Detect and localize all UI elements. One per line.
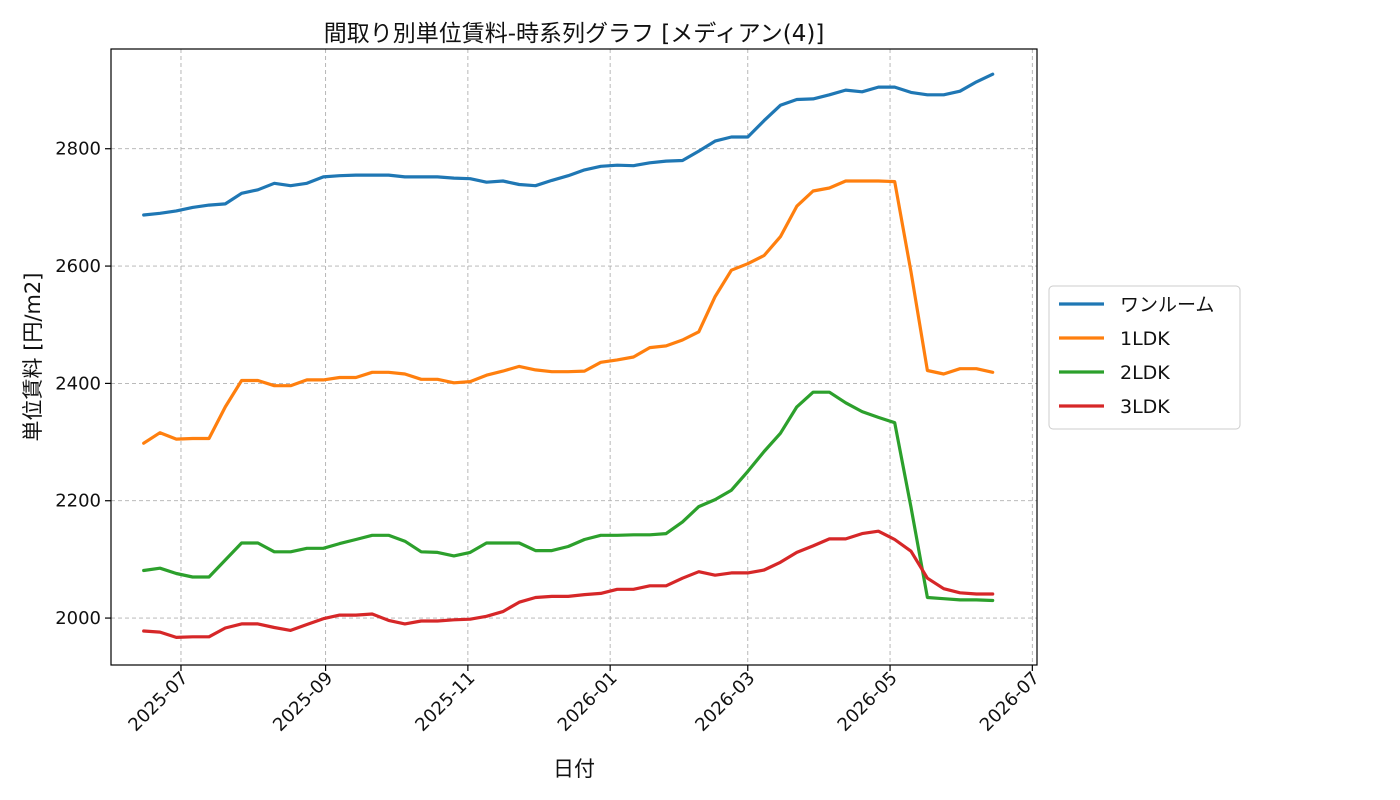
- x-axis-label: 日付: [553, 757, 595, 781]
- x-tick-label: 2025-11: [411, 668, 479, 736]
- x-tick-label: 2025-07: [124, 668, 192, 736]
- y-axis-ticks: 2000 2200 2400 2600 2800: [55, 139, 111, 629]
- y-axis-label: 単位賃料 [円/m2]: [21, 273, 45, 442]
- x-tick-label: 2026-05: [834, 668, 902, 736]
- x-axis-ticks: 2025-07 2025-09 2025-11 2026-01 2026-03 2026-…: [124, 665, 1044, 736]
- y-tick-label: 2000: [55, 608, 101, 629]
- x-tick-label: 2026-07: [976, 668, 1044, 736]
- legend-box: [1048, 285, 1241, 430]
- x-tick-label: 2025-09: [269, 668, 337, 736]
- series-lines: [142, 72, 995, 640]
- legend-label-2: 2LDK: [1120, 362, 1170, 384]
- plot-frame: [110, 48, 1038, 666]
- legend-label-0: ワンルーム: [1120, 294, 1214, 316]
- x-tick-label: 2026-03: [691, 668, 759, 736]
- series-line-3: [142, 529, 995, 640]
- series-line-1: [142, 179, 995, 445]
- y-tick-label: 2200: [55, 491, 101, 512]
- series-line-0: [142, 72, 995, 217]
- legend: ワンルーム 1LDK 2LDK 3LDK: [1048, 285, 1241, 430]
- y-tick-label: 2400: [55, 373, 101, 394]
- series-line-2: [142, 390, 995, 603]
- chart-title: 間取り別単位賃料-時系列グラフ [メディアン(4)]: [324, 21, 825, 47]
- gridlines: [111, 49, 1037, 665]
- y-tick-label: 2800: [55, 139, 101, 160]
- x-tick-label: 2026-01: [554, 668, 622, 736]
- legend-label-1: 1LDK: [1120, 328, 1170, 350]
- y-tick-label: 2600: [55, 256, 101, 277]
- legend-label-3: 3LDK: [1120, 396, 1170, 418]
